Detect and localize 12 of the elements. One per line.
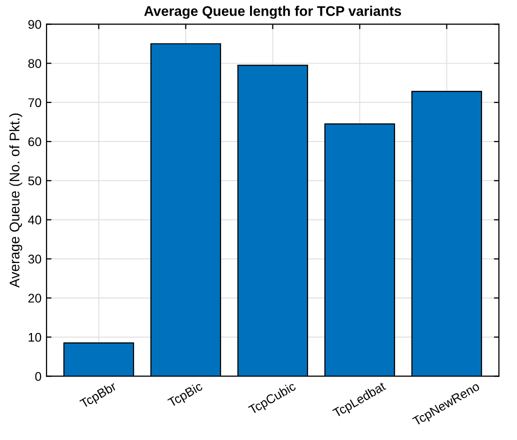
y-tick-label: 80 [28, 59, 42, 68]
y-tick-label: 20 [28, 294, 42, 303]
y-tick-label: 10 [28, 332, 42, 342]
y-tick-label: 30 [28, 254, 42, 264]
y-tick-label: 60 [28, 137, 42, 146]
y-tick-label: 70 [28, 98, 42, 108]
y-axis-title: Average Queue (No. of Pkt.) [9, 114, 22, 288]
y-tick-label: 50 [28, 176, 42, 186]
y-tick-label: 40 [28, 216, 42, 224]
y-tick-label: 0 [35, 372, 42, 381]
chart-title: Average Queue length for TCP variants [144, 6, 402, 19]
y-tick-label: 90 [28, 20, 42, 29]
